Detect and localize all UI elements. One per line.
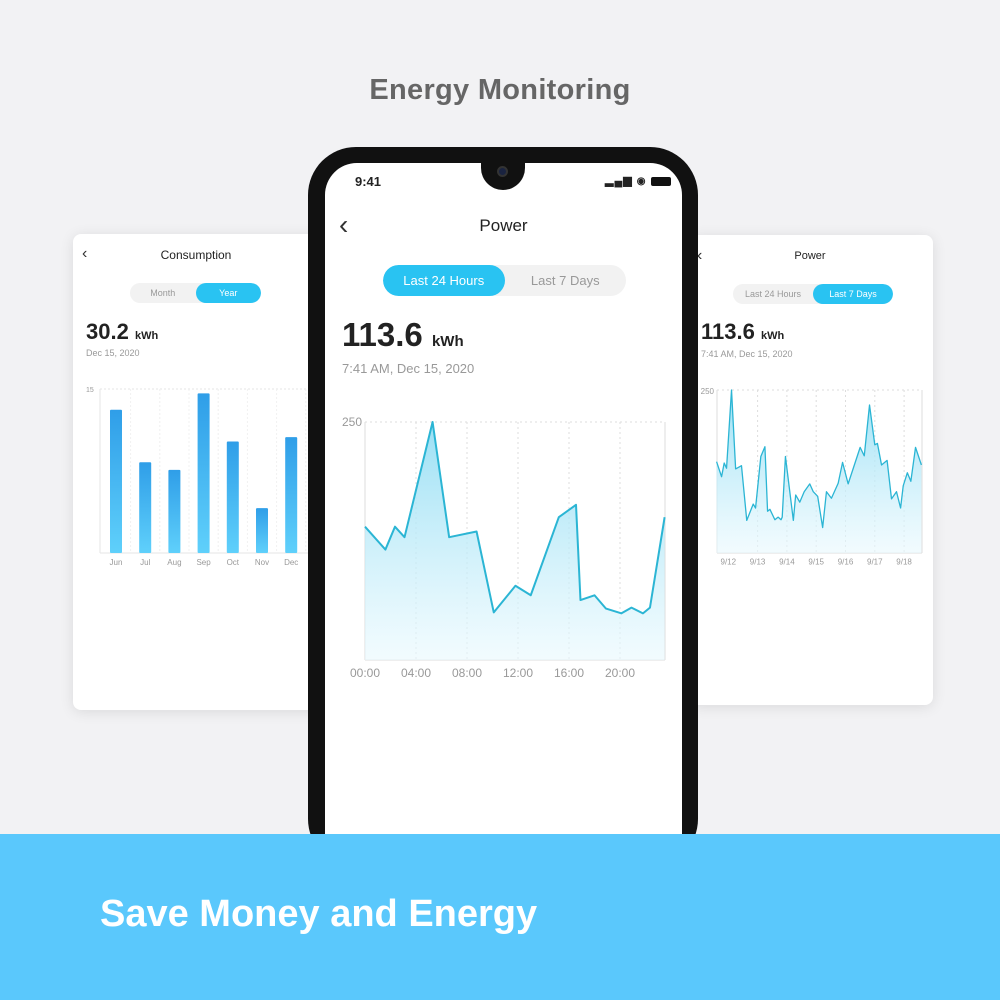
card-title: Power [794, 250, 826, 262]
x-tick-label: Nov [255, 558, 269, 567]
power-date: 7:41 AM, Dec 15, 2020 [342, 361, 475, 376]
x-tick-label: Dec [284, 558, 298, 567]
toggle-24h[interactable]: Last 24 Hours [744, 289, 802, 299]
x-tick-label: 20:00 [605, 666, 635, 680]
chevron-left-icon[interactable]: ‹ [82, 245, 88, 262]
series-line [364, 421, 666, 615]
status-time: 9:41 [355, 174, 382, 189]
toggle-year[interactable]: Year [195, 283, 261, 303]
screen-title: Power [479, 216, 528, 235]
bar-jul [139, 462, 152, 553]
bar-dec [285, 437, 298, 553]
toggle-24h[interactable]: Last 24 Hours [383, 265, 505, 296]
x-tick-label: 9/12 [721, 557, 737, 566]
period-toggle: Last 24 Hours Last 7 Days [733, 284, 893, 304]
card-title: Consumption [160, 248, 232, 262]
area-fill [716, 390, 922, 553]
y-tick-label: 15 [86, 387, 94, 394]
power-date: 7:41 AM, Dec 15, 2020 [701, 349, 793, 359]
x-tick-label: 12:00 [503, 666, 533, 680]
x-tick-label: 00:00 [350, 666, 380, 680]
power-7d-card: ‹ Power Last 24 Hours Last 7 Days 113.6 … [690, 235, 933, 705]
consumption-bar-chart: 15 Jun Jul Aug Sep Oct Nov Dec [86, 387, 323, 567]
x-tick-label: 9/16 [838, 557, 854, 566]
x-tick-label: 9/18 [896, 557, 912, 566]
consumption-date: Dec 15, 2020 [86, 348, 140, 358]
status-icons: ▂▄▆ ◉ [605, 174, 671, 187]
chevron-left-icon[interactable]: ‹ [697, 247, 703, 264]
toggle-7d[interactable]: Last 7 Days [813, 284, 893, 304]
toggle-month[interactable]: Month [150, 288, 176, 298]
x-tick-label: Sep [196, 558, 211, 567]
bar-sep [197, 393, 210, 553]
bar-aug [168, 469, 181, 553]
x-tick-label: 9/14 [779, 557, 795, 566]
power-24h-chart: 250 00:00 04:00 08:00 12:00 16:00 20:00 [342, 415, 666, 680]
x-tick-label: Aug [167, 558, 181, 567]
x-tick-label: Jun [110, 558, 123, 567]
x-tick-label: 9/15 [808, 557, 824, 566]
bar-oct [226, 441, 239, 553]
phone-screen: 9:41 ▂▄▆ ◉ ‹ Power Last 24 Hours Last 7 … [325, 163, 682, 863]
x-tick-label: 9/13 [750, 557, 766, 566]
bottom-banner [0, 834, 1000, 1000]
chevron-left-icon[interactable]: ‹ [339, 209, 349, 240]
bar-jun [110, 409, 122, 553]
camera-icon [497, 166, 508, 177]
consumption-value: 30.2 kWh [86, 319, 159, 344]
toggle-7d[interactable]: Last 7 Days [530, 273, 600, 288]
period-toggle: Last 24 Hours Last 7 Days [383, 265, 626, 296]
x-tick-label: 16:00 [554, 666, 584, 680]
signal-icon: ▂▄▆ [605, 175, 633, 187]
x-tick-label: Oct [227, 558, 240, 567]
y-tick-label: 250 [701, 387, 715, 396]
headline: Energy Monitoring [369, 74, 631, 106]
wifi-icon: ◉ [636, 176, 647, 187]
slogan: Save Money and Energy [100, 893, 538, 935]
x-tick-label: Jul [140, 558, 150, 567]
battery-icon [650, 176, 671, 186]
x-tick-label: 04:00 [401, 666, 431, 680]
power-value: 113.6 kWh [701, 319, 785, 344]
consumption-card: ‹ Consumption Month Year 30.2 kWh Dec 15… [73, 234, 323, 710]
power-7d-chart: 250 9/12 9/13 9/14 9/15 9/16 9/17 9/18 [701, 387, 923, 566]
y-tick-label: 250 [342, 415, 362, 429]
bar-nov [256, 508, 268, 553]
area-fill [365, 422, 665, 660]
x-tick-label: 08:00 [452, 666, 482, 680]
x-tick-label: 9/17 [867, 557, 883, 566]
power-value: 113.6 kWh [342, 316, 464, 353]
period-toggle: Month Year [130, 283, 261, 303]
